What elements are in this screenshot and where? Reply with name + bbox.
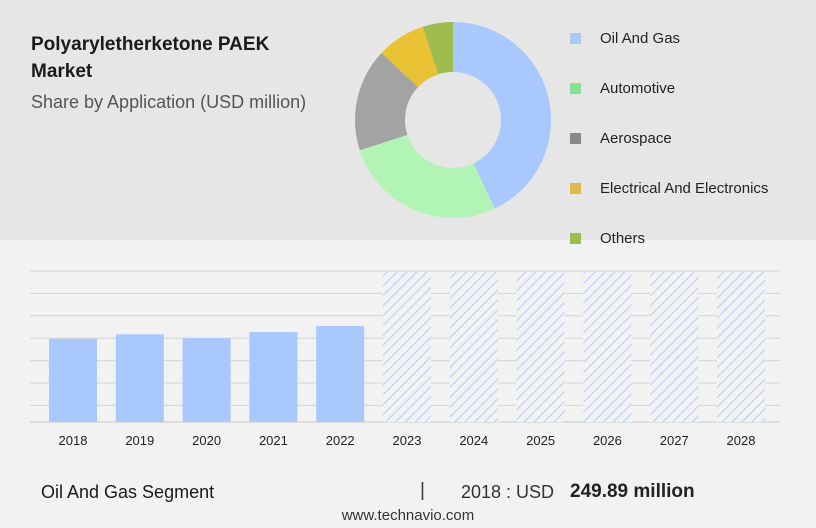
legend-swatch — [570, 232, 581, 244]
bar-2018 — [49, 338, 97, 422]
bar-2019 — [115, 334, 164, 422]
legend-swatch — [570, 32, 581, 44]
segment-label: Oil And Gas Segment — [41, 482, 215, 502]
legend-swatch — [570, 132, 581, 144]
legend-item-aerospace: Aerospace — [570, 113, 768, 163]
legend-item-automotive: Automotive — [570, 63, 768, 113]
forecast-bar-2026 — [583, 272, 632, 422]
chart-subtitle: Share by Application (USD million) — [31, 92, 307, 112]
x-tick-label: 2022 — [326, 433, 355, 448]
chart-title: Polyaryletherketone PAEK Market — [31, 34, 270, 82]
footer-value: 249.89 million — [570, 481, 695, 502]
x-tick-label: 2018 — [59, 433, 88, 448]
x-tick-label: 2028 — [727, 433, 756, 448]
x-tick-label: 2026 — [593, 433, 622, 448]
legend-label: Electrical And Electronics — [600, 179, 769, 197]
footer-value-label: 2018 : USD — [461, 482, 555, 502]
bar-2022 — [316, 326, 365, 422]
x-tick-label: 2019 — [125, 433, 154, 448]
x-tick-label: 2027 — [660, 433, 689, 448]
donut-slice-oil-and-gas — [453, 22, 551, 209]
legend: Oil And Gas Automotive Aerospace Electri… — [570, 13, 768, 263]
forecast-bar-2027 — [650, 272, 699, 422]
donut-slice-electrical-and-electronics — [381, 26, 439, 88]
legend-label: Aerospace — [600, 129, 672, 147]
x-tick-label: 2024 — [459, 433, 488, 448]
legend-swatch — [570, 182, 581, 194]
forecast-bar-2025 — [516, 272, 565, 422]
x-tick-label: 2023 — [393, 433, 422, 448]
donut-chart — [355, 22, 551, 218]
x-tick-label: 2020 — [192, 433, 221, 448]
legend-label: Oil And Gas — [600, 29, 681, 47]
x-tick-label: 2025 — [526, 433, 555, 448]
donut-slice-others — [422, 22, 453, 75]
legend-label: Others — [600, 229, 646, 247]
legend-item-oil-and-gas: Oil And Gas — [570, 13, 768, 63]
x-tick-label: 2021 — [259, 433, 288, 448]
forecast-bar-2023 — [383, 272, 431, 422]
legend-swatch — [570, 82, 581, 94]
legend-item-electrical-and-electronics: Electrical And Electronics — [570, 163, 768, 213]
bar-2021 — [249, 332, 298, 422]
donut-slice-automotive — [359, 134, 495, 218]
legend-label: Automotive — [600, 79, 676, 97]
watermark: www.technavio.com — [341, 507, 475, 524]
bar-chart: 2018 2019 2020 2021 2022 2023 2024 2025 2026 2027… — [30, 270, 780, 448]
bar-2020 — [182, 338, 231, 422]
footer-separator: | — [420, 480, 425, 501]
donut-slice-aerospace — [355, 52, 419, 151]
legend-item-others: Others — [570, 213, 768, 263]
forecast-bar-2028 — [717, 272, 765, 422]
forecast-bar-2024 — [449, 272, 498, 422]
